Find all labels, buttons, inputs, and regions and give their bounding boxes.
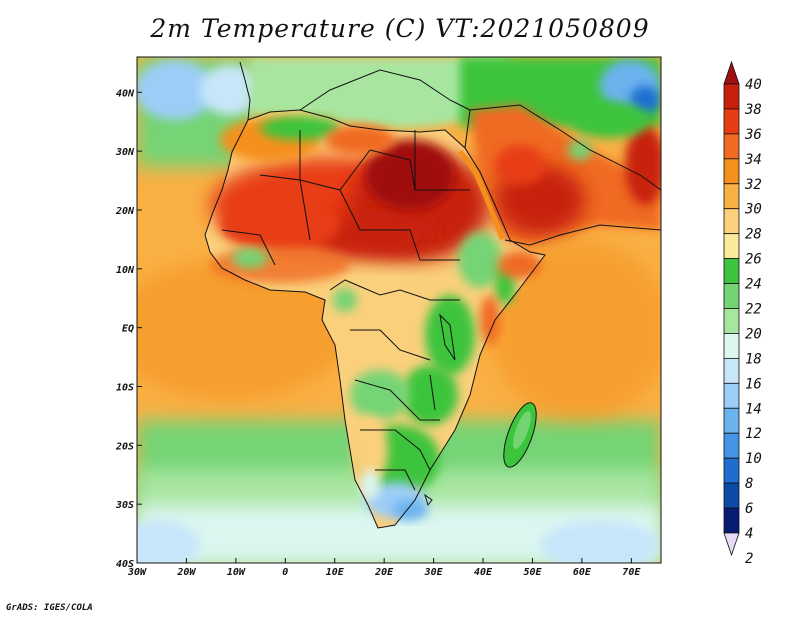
colorbar-segment [723,83,740,110]
lon-tick-label: 10W [227,567,246,578]
colorbar-segment [723,133,740,160]
lon-tick-label: 20E [374,567,394,578]
lon-tick-label: 30E [424,567,444,578]
colorbar-segment [723,457,740,484]
lat-tick-label: 10N [116,265,135,276]
colorbar-segment [723,407,740,434]
colorbar-segment [723,283,740,309]
colorbar-label: 8 [745,476,753,492]
colorbar-label: 4 [745,526,753,542]
lon-tick-label: 60E [573,567,592,578]
colorbar-segment [723,333,740,359]
colorbar-label: 24 [745,277,762,293]
colorbar-label: 40 [745,77,762,93]
grads-credit: GrADS: IGES/COLA [6,603,93,613]
colorbar-segment [723,482,740,509]
lat-tick-label: 30S [115,500,134,511]
temperature-field [137,57,661,563]
colorbar-label: 30 [744,202,762,218]
lon-tick-label: 0 [282,567,288,578]
colorbar-label: 32 [744,177,762,193]
longitude-axis: 30W 20W 10W 0 10E 20E 30E 40E 50E 60E 70E [127,558,641,578]
colorbar-label: 26 [745,252,762,268]
colorbar-label: 6 [745,501,753,517]
lat-tick-label: 40N [116,88,135,99]
plot-frame [136,56,662,564]
colorbar-segment [723,432,740,459]
lon-tick-label: 30W [127,567,147,578]
colorbar-segment [723,108,740,135]
colorbar-label: 18 [745,351,762,367]
colorbar-label: 34 [744,152,762,168]
colorbar-segment [723,382,740,409]
colorbar-label: 28 [745,227,762,243]
lat-tick-label: 30N [115,147,135,158]
colorbar-label: 38 [744,102,762,118]
lon-tick-label: 50E [523,567,542,578]
lon-tick-label: 40E [474,567,493,578]
coastlines [204,61,661,529]
colorbar-over-triangle [723,60,740,85]
colorbar-label: 20 [745,326,762,342]
colorbar-segment [723,308,740,334]
colorbar-segment [723,357,740,384]
colorbar-label: 2 [745,551,753,567]
colorbar-label: 14 [745,401,762,417]
lat-tick-label: 20S [115,441,134,452]
lat-tick-label: 20N [115,206,135,217]
colorbar-segment [723,233,740,260]
lat-tick-label: 40S [116,559,134,570]
colorbar-label: 36 [744,127,762,143]
map-title: 2m Temperature (C) VT:2021050809 [150,14,650,43]
lat-tick-label: 10S [116,382,134,393]
colorbar-segment [723,208,740,235]
colorbar-under-triangle [723,532,740,557]
lon-tick-label: 10E [326,567,345,578]
colorbar-label: 12 [745,426,762,442]
colorbar-segment [723,183,740,210]
lat-tick-label: EQ [122,324,134,335]
colorbar-label: 16 [745,376,762,392]
colorbar-label: 22 [745,302,762,318]
colorbar-segment [723,158,740,185]
lon-tick-label: 20W [176,567,196,578]
latitude-axis: 40N 30N 20N 10N EQ 10S 20S 30S 40S [115,88,142,570]
colorbar-segment [723,507,740,534]
colorbar-segment [723,258,740,284]
colorbar-label: 10 [745,451,762,467]
colorbar: 40 38 36 34 32 30 28 26 24 22 20 18 16 14 12 10 8 6 4 2 [723,60,762,567]
lon-tick-label: 70E [622,567,641,578]
